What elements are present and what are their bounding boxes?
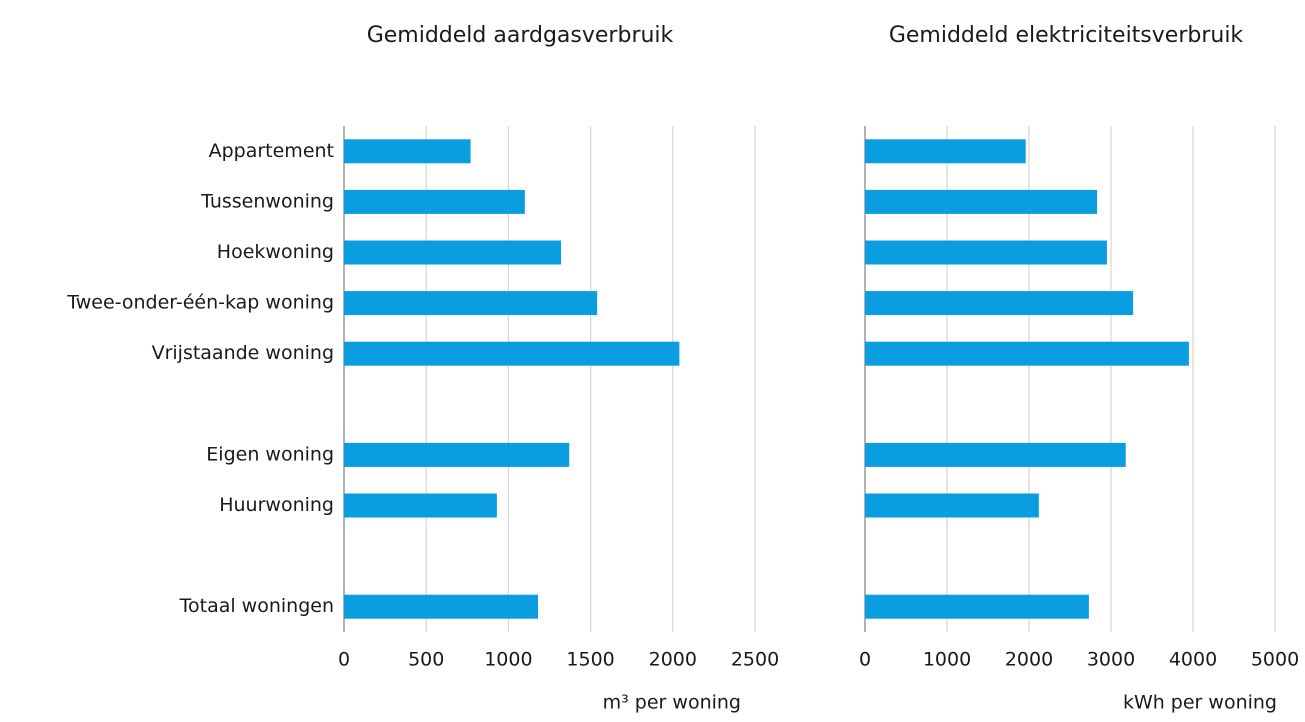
- x-tick-label: 5000: [1251, 649, 1299, 671]
- category-label: Totaal woningen: [179, 595, 334, 617]
- bar: [344, 594, 538, 619]
- x-axis-label: kWh per woning: [1123, 692, 1277, 714]
- bar: [865, 240, 1107, 265]
- x-tick-label: 500: [408, 649, 444, 671]
- x-tick-label: 1000: [923, 649, 971, 671]
- x-tick-label: 0: [338, 649, 350, 671]
- category-label: Tussenwoning: [200, 190, 334, 212]
- x-tick-label: 3000: [1087, 649, 1135, 671]
- x-axis-label: m³ per woning: [603, 692, 741, 714]
- bar: [865, 493, 1039, 518]
- bar: [865, 139, 1026, 164]
- bar: [344, 240, 562, 265]
- bar: [865, 594, 1089, 619]
- bar: [865, 189, 1098, 214]
- x-tick-label: 1500: [566, 649, 614, 671]
- x-tick-label: 2000: [1005, 649, 1053, 671]
- x-tick-label: 2500: [731, 649, 779, 671]
- bar: [344, 189, 525, 214]
- x-tick-label: 1000: [484, 649, 532, 671]
- bar: [865, 442, 1126, 467]
- category-label: Eigen woning: [206, 443, 334, 465]
- category-label: Twee-onder-één-kap woning: [66, 292, 334, 314]
- bar: [344, 139, 471, 164]
- category-label: Vrijstaande woning: [152, 342, 334, 364]
- chart-title: Gemiddeld elektriciteitsverbruik: [889, 23, 1244, 48]
- category-label: Hoekwoning: [217, 241, 334, 263]
- x-tick-label: 2000: [649, 649, 697, 671]
- bar: [344, 291, 598, 316]
- bar: [344, 442, 570, 467]
- bar: [865, 291, 1134, 316]
- bar: [344, 341, 680, 366]
- x-tick-label: 4000: [1169, 649, 1217, 671]
- bar: [344, 493, 497, 518]
- category-label: Appartement: [209, 140, 334, 162]
- chart-title: Gemiddeld aardgasverbruik: [367, 23, 674, 48]
- x-tick-label: 0: [859, 649, 871, 671]
- bar: [865, 341, 1189, 366]
- category-label: Huurwoning: [219, 494, 334, 516]
